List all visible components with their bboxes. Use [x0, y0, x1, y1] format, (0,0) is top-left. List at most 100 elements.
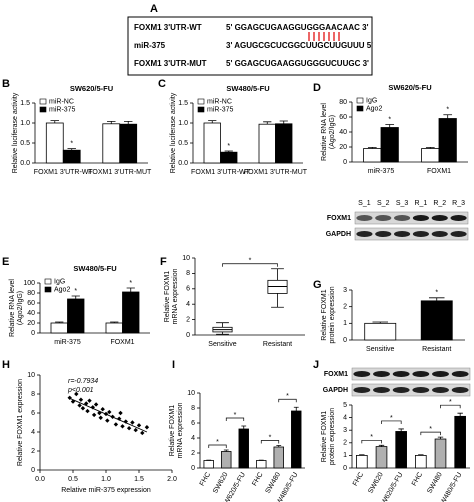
- y-axis-label: Relative FOXM1: [164, 271, 171, 322]
- significance-star: *: [429, 426, 432, 433]
- blot-band: [375, 215, 392, 221]
- error-bar: [385, 124, 395, 128]
- significance-bracket: [440, 404, 461, 409]
- trend-line: [69, 397, 148, 433]
- significance-bracket: [260, 440, 280, 444]
- significance-star: *: [435, 290, 438, 297]
- y-tick-label: 1.0: [20, 120, 30, 127]
- error-bar: [276, 445, 282, 447]
- blot-band: [431, 215, 448, 221]
- annotation: p<0.001: [67, 387, 94, 394]
- panel-letter: A: [150, 3, 158, 15]
- legend-swatch: [356, 97, 364, 104]
- bar: [421, 148, 440, 163]
- bar: [256, 460, 267, 469]
- y-tick-label: 2: [343, 440, 347, 447]
- y-tick-label: 20: [339, 144, 347, 151]
- y-tick-label: 3: [343, 287, 347, 294]
- y-tick-label: 6: [186, 286, 190, 293]
- legend-swatch: [197, 106, 205, 113]
- blot-row-label: GAPDH: [323, 387, 348, 394]
- legend-label: IgG: [366, 97, 377, 104]
- bar: [434, 438, 447, 469]
- y-tick-label: 0: [191, 465, 195, 472]
- y-tick-label: 1.5: [178, 100, 188, 107]
- blot-band: [356, 231, 373, 237]
- y-tick-label: 1: [343, 452, 347, 459]
- bar: [438, 118, 457, 163]
- significance-star: *: [446, 107, 449, 114]
- bar: [203, 122, 221, 164]
- y-tick-label: 0.5: [20, 140, 30, 147]
- y-axis-label: Relative FOXM1 expression: [17, 379, 24, 466]
- bar: [380, 127, 399, 163]
- error-bar: [55, 321, 64, 323]
- bar: [220, 151, 238, 164]
- significance-star: *: [370, 434, 373, 441]
- x-tick-label: 2.0: [167, 476, 177, 483]
- significance-star: *: [269, 434, 272, 441]
- point: [98, 415, 103, 420]
- bar: [221, 451, 232, 469]
- y-axis-label: Relative luciferase activity: [12, 92, 19, 173]
- y-axis-label: (Ago2/IgG): [17, 291, 24, 325]
- significance-star: *: [74, 288, 77, 295]
- y-tick-label: 1.5: [20, 100, 30, 107]
- point: [67, 395, 72, 400]
- bar: [102, 123, 121, 164]
- blot-band: [392, 387, 410, 393]
- x-tick-label: 0.0: [35, 476, 45, 483]
- legend-swatch: [356, 105, 364, 112]
- y-tick-label: 5: [343, 402, 347, 409]
- error-bar: [224, 150, 233, 153]
- x-tick-label: miR-375: [368, 168, 395, 175]
- legend-swatch: [39, 98, 47, 105]
- x-tick-label: FOXM1 3'UTR-WT: [191, 169, 251, 176]
- bar: [356, 454, 368, 469]
- error-bar: [425, 146, 435, 149]
- bar: [454, 415, 466, 469]
- panel-letter: J: [313, 359, 319, 371]
- y-tick-label: 2: [343, 304, 347, 311]
- blot-band: [353, 371, 371, 377]
- legend-swatch: [44, 286, 52, 293]
- x-tick-label: FOXM1 3'UTR-WT: [34, 169, 94, 176]
- x-tick-label: 1.5: [134, 476, 144, 483]
- x-tick-label: miR-375: [54, 339, 81, 346]
- significance-bracket: [208, 444, 227, 448]
- y-tick-label: 0.0: [20, 160, 30, 167]
- sequence-label: FOXM1 3'UTR-WT: [134, 23, 202, 32]
- y-tick-label: 8: [31, 391, 35, 398]
- significance-star: *: [227, 143, 230, 150]
- error-bar: [359, 454, 365, 456]
- legend-label: IgG: [54, 278, 65, 285]
- significance-star: *: [249, 258, 252, 265]
- blot-band: [450, 215, 467, 221]
- error-bar: [263, 121, 272, 125]
- y-tick-label: 8: [191, 405, 195, 412]
- y-tick-label: 4: [343, 414, 347, 421]
- point: [74, 391, 79, 397]
- bar: [50, 322, 68, 334]
- point: [78, 397, 84, 402]
- blot-band: [394, 231, 411, 237]
- panel-letter: B: [2, 78, 10, 90]
- y-axis-label: Relative luciferase activity: [170, 92, 177, 173]
- y-tick-label: 4: [191, 435, 195, 442]
- y-tick-label: 60: [27, 300, 35, 307]
- sequence-label: FOXM1 3'UTR-MUT: [134, 59, 207, 68]
- blot-row-label: FOXM1: [324, 371, 348, 378]
- y-tick-label: 0.5: [178, 140, 188, 147]
- panel-letter: E: [2, 256, 9, 268]
- y-tick-label: 80: [339, 99, 347, 106]
- y-axis-label: Relative RNA level: [321, 103, 328, 161]
- point: [103, 411, 109, 417]
- x-tick-label: FOXM1: [427, 168, 451, 175]
- significance-star: *: [234, 412, 237, 419]
- significance-bracket: [420, 431, 441, 436]
- y-tick-label: 0: [31, 330, 35, 337]
- y-tick-label: 2: [31, 448, 35, 455]
- significance-bracket: [361, 439, 382, 444]
- y-tick-label: 40: [339, 129, 347, 136]
- x-tick-label: FOXM1 3'UTR-MUT: [88, 169, 152, 176]
